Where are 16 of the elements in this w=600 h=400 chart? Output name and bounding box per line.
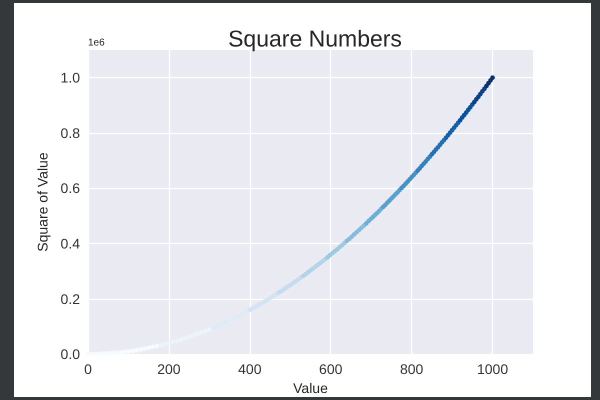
x-tick-label: 400 [238,361,262,378]
x-tick-label: 800 [400,361,424,378]
y-tick-label: 0.2 [60,290,80,307]
y-tick-label: 1.0 [60,70,80,86]
x-tick-label: 600 [319,361,343,378]
text: 1e6 [88,38,106,48]
y-tick-label: 0.6 [60,180,80,196]
y-axis-title: Square of Value [34,152,51,252]
x-tick-label: 200 [157,361,181,378]
y-tick-label: 0.0 [60,346,80,362]
y-tick-label: 0.4 [60,236,80,252]
x-axis-title: Value [293,380,328,396]
x-tick-label: 0 [84,361,92,378]
y-tick-label: 0.8 [60,124,80,141]
chart-title: Square Numbers [228,26,402,52]
x-tick-label: 1000 [476,361,508,378]
